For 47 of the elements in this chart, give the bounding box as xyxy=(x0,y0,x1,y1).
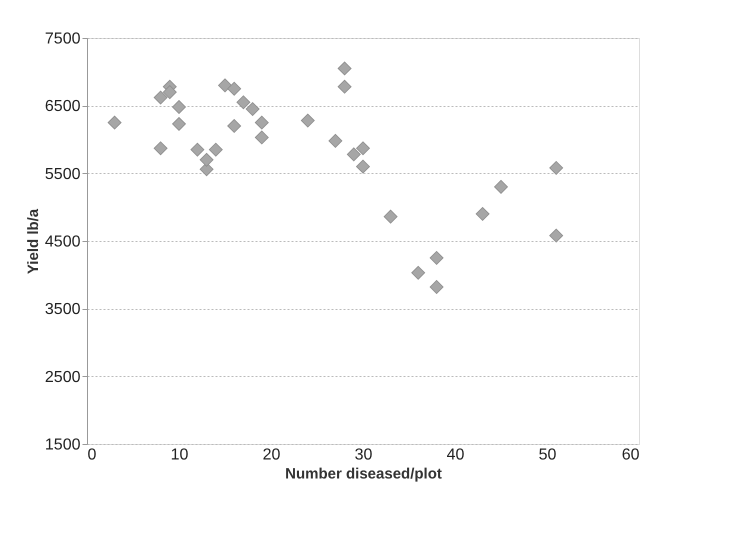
point xyxy=(236,95,250,110)
point xyxy=(494,180,508,194)
y-tick-label: 5500 xyxy=(44,166,81,183)
x-axis-title: Number diseased/plot xyxy=(285,466,442,482)
point xyxy=(254,130,269,144)
x-tick-label: 20 xyxy=(262,446,280,464)
point xyxy=(154,141,168,156)
point xyxy=(328,134,342,148)
x-tick-label: 40 xyxy=(446,446,464,464)
point xyxy=(154,90,168,104)
y-tick-label: 7500 xyxy=(44,30,81,48)
point xyxy=(430,280,444,294)
point xyxy=(227,82,242,96)
y-tick-label: 4500 xyxy=(44,234,81,250)
point xyxy=(384,210,398,224)
point xyxy=(227,119,242,133)
point xyxy=(200,152,214,167)
point xyxy=(338,80,352,94)
y-axis-title: Yield lb/a xyxy=(24,208,42,274)
y-tick-label: 1500 xyxy=(44,436,81,454)
x-tick-label: 0 xyxy=(88,446,96,464)
point xyxy=(346,147,361,162)
point xyxy=(549,228,564,243)
point xyxy=(172,117,186,131)
y-tick-label: 3500 xyxy=(44,301,81,318)
point xyxy=(356,141,370,156)
point xyxy=(411,266,426,280)
point xyxy=(430,251,444,265)
point xyxy=(246,102,260,116)
x-tick-label: 50 xyxy=(538,446,556,464)
x-tick-label: 10 xyxy=(170,446,188,464)
point xyxy=(476,207,490,221)
point xyxy=(300,114,315,128)
point xyxy=(218,78,232,92)
point xyxy=(162,85,177,100)
x-tick-label: 60 xyxy=(622,446,640,464)
point xyxy=(190,142,204,157)
point xyxy=(108,116,122,130)
y-tick-label: 2500 xyxy=(44,368,81,386)
y-tick-label: 6500 xyxy=(44,98,81,116)
point xyxy=(356,160,370,174)
point xyxy=(172,100,186,114)
point xyxy=(549,161,564,175)
point xyxy=(338,62,352,76)
point xyxy=(208,142,223,157)
point xyxy=(254,116,269,130)
x-tick-label: 30 xyxy=(354,446,372,464)
